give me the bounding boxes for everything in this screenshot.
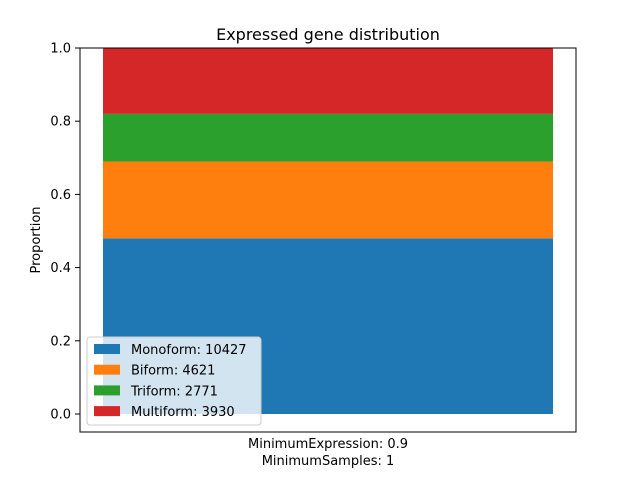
legend-swatch: [94, 385, 120, 396]
legend-box: [86, 336, 262, 426]
legend-label: Triform: 2771: [130, 384, 218, 399]
y-tick-label: 0.8: [50, 115, 71, 130]
bar-segment-multiform: [103, 48, 553, 114]
y-tick-label: 0.4: [50, 261, 71, 276]
y-tick-label: 0.2: [50, 334, 71, 349]
x-axis-label-line: MinimumSamples: 1: [262, 454, 395, 469]
bar-segment-triform: [103, 113, 553, 162]
legend-swatch: [94, 364, 120, 375]
legend: Monoform: 10427 Biform: 4621 Triform: 2771…: [86, 336, 262, 426]
y-axis: 0.0 0.2 0.4 0.6 0.8 1.0: [50, 42, 80, 423]
x-axis-label-line: MinimumExpression: 0.9: [248, 437, 408, 452]
legend-swatch: [94, 344, 120, 354]
legend-swatch: [94, 406, 120, 417]
y-tick-label: 1.0: [50, 42, 71, 57]
axes-frame: [79, 47, 577, 433]
chart-title: Expressed gene distribution: [216, 25, 440, 44]
y-tick-label: 0.6: [50, 188, 71, 203]
y-tick-label: 0.0: [50, 408, 71, 423]
bar-segment-biform: [103, 161, 553, 239]
legend-label: Monoform: 10427: [131, 343, 247, 358]
y-axis-label: Proportion: [29, 206, 44, 273]
legend-label: Multiform: 3930: [131, 405, 235, 420]
legend-label: Biform: 4621: [131, 364, 215, 379]
